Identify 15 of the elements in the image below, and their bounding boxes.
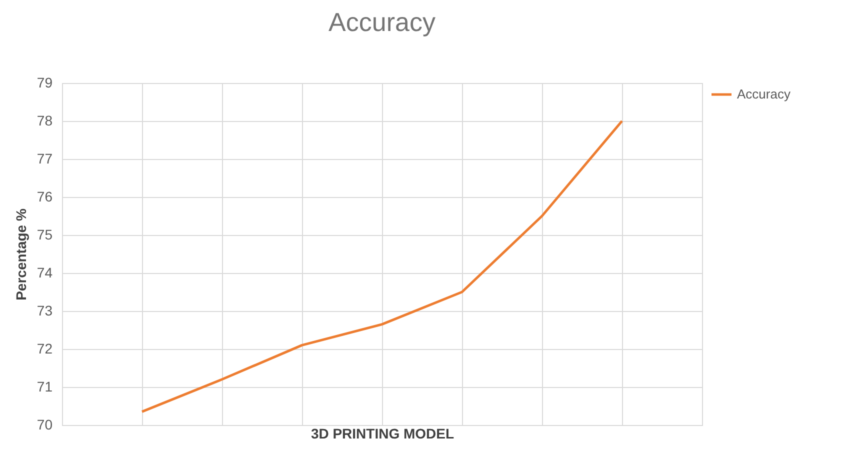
y-tick-label: 75	[36, 226, 53, 242]
chart-title: Accuracy	[328, 7, 436, 37]
y-tick-label: 74	[36, 264, 53, 280]
y-tick-label: 71	[36, 378, 53, 394]
legend-label: Accuracy	[737, 86, 791, 102]
y-tick-label: 77	[36, 150, 53, 166]
y-axis-title: Percentage %	[12, 208, 29, 300]
y-tick-label: 78	[36, 112, 53, 128]
line-series	[140, 120, 624, 413]
y-tick-label: 70	[36, 416, 53, 432]
y-tick-label: 73	[36, 302, 53, 318]
x-axis-title: 3D PRINTING MODEL	[310, 426, 455, 442]
y-tick-label: 79	[36, 74, 53, 90]
y-tick-label: 72	[36, 340, 53, 356]
y-tick-label: 76	[36, 188, 53, 204]
